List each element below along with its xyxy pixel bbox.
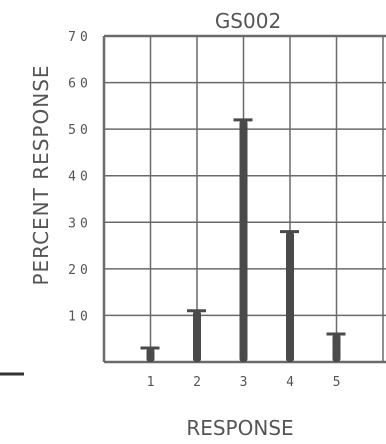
y-tick-label: 70 bbox=[68, 30, 92, 45]
bar bbox=[193, 310, 201, 362]
y-tick-label: 10 bbox=[68, 309, 92, 324]
bar bbox=[239, 119, 248, 362]
y-tick-label: 50 bbox=[68, 123, 92, 138]
y-tick-label: 40 bbox=[68, 170, 92, 185]
bar bbox=[146, 348, 155, 362]
x-tick-label: 3 bbox=[240, 375, 248, 390]
x-tick-label: 5 bbox=[333, 375, 341, 390]
x-tick-label: 1 bbox=[147, 375, 155, 390]
x-axis-label: RESPONSE bbox=[186, 416, 293, 440]
bar bbox=[286, 231, 294, 362]
x-tick-label: 2 bbox=[193, 375, 201, 390]
x-tick-labels: 1 2 3 4 5 bbox=[147, 375, 341, 390]
y-axis-label: PERCENT RESPONSE bbox=[29, 64, 53, 285]
y-tick-label: 20 bbox=[68, 263, 92, 278]
y-tick-label: 60 bbox=[68, 77, 92, 92]
bar bbox=[332, 334, 341, 362]
x-tick-label: 4 bbox=[286, 375, 294, 390]
chart-title: GS002 bbox=[215, 9, 281, 33]
bars bbox=[140, 118, 346, 362]
y-tick-labels: 10 20 30 40 50 60 70 bbox=[68, 30, 92, 324]
y-tick-label: 30 bbox=[68, 216, 92, 231]
